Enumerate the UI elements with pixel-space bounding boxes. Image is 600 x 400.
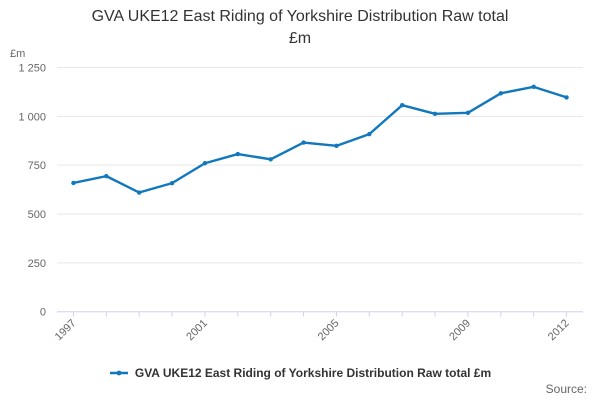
chart-title-line-2: £m	[288, 30, 312, 47]
x-tick-label: 2012	[546, 317, 572, 343]
y-tick-label: 0	[40, 307, 46, 319]
data-point-marker	[136, 190, 142, 195]
y-tick-label: 500	[28, 209, 46, 221]
y-axis-title: £m	[10, 48, 26, 60]
data-point-marker	[498, 91, 504, 96]
x-tick-label: 1997	[53, 317, 79, 343]
y-tick-label: 750	[28, 160, 46, 172]
series-line	[72, 85, 568, 194]
chart-title-line-1: GVA UKE12 East Riding of Yorkshire Distr…	[91, 8, 509, 25]
data-point-marker	[564, 95, 569, 100]
legend-series-marker-icon	[109, 370, 128, 376]
data-point-marker	[367, 131, 372, 137]
data-point-marker	[235, 151, 241, 157]
data-point-marker	[169, 180, 175, 186]
legend-label: GVA UKE12 East Riding of Yorkshire Distr…	[134, 366, 492, 380]
data-point-marker	[268, 157, 273, 162]
x-tick-label: 2001	[184, 317, 210, 343]
data-point-marker	[432, 111, 438, 117]
data-point-marker	[465, 110, 471, 116]
y-tick-label: 1 000	[18, 111, 46, 123]
x-tick-label: 2005	[316, 317, 342, 343]
data-point-marker	[334, 143, 339, 149]
data-point-marker	[71, 180, 76, 186]
page-title: GVA UKE12 East Riding of Yorkshire Distr…	[0, 6, 600, 50]
legend-item[interactable]: GVA UKE12 East Riding of Yorkshire Distr…	[109, 366, 491, 380]
data-point-marker	[202, 161, 208, 166]
y-tick-label: 1 250	[18, 63, 46, 75]
data-point-marker	[531, 84, 536, 90]
data-point-marker	[399, 103, 405, 108]
legend: GVA UKE12 East Riding of Yorkshire Distr…	[0, 366, 600, 380]
x-tick-label: 2009	[447, 317, 473, 343]
source-label: Source:	[545, 382, 587, 396]
data-point-marker	[104, 173, 109, 179]
data-point-marker	[301, 140, 306, 145]
y-tick-label: 250	[28, 258, 46, 270]
